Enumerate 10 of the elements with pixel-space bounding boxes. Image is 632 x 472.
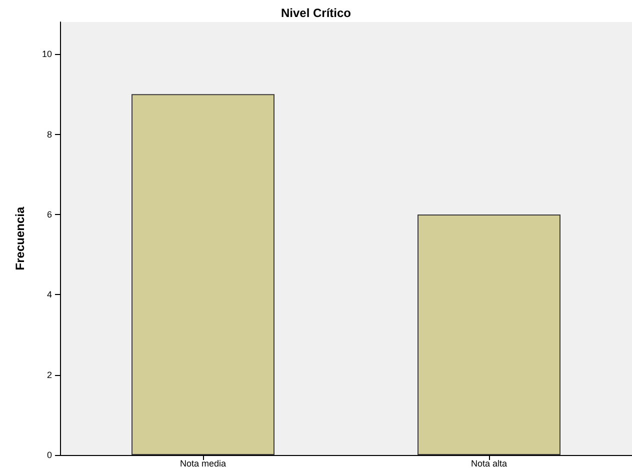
y-tick-label: 8 (46, 129, 52, 140)
chart-title: Nivel Crítico (280, 6, 352, 20)
x-tick-label: Nota alta (470, 458, 508, 468)
y-tick-label: 6 (46, 209, 52, 220)
y-tick-label: 2 (46, 370, 52, 380)
y-tick-label: 0 (46, 450, 52, 460)
y-tick-label: 10 (42, 49, 52, 60)
y-tick-label: 4 (46, 290, 52, 300)
y-axis-title: Frecuencia (13, 206, 27, 270)
x-tick-label: Nota media (180, 458, 226, 468)
